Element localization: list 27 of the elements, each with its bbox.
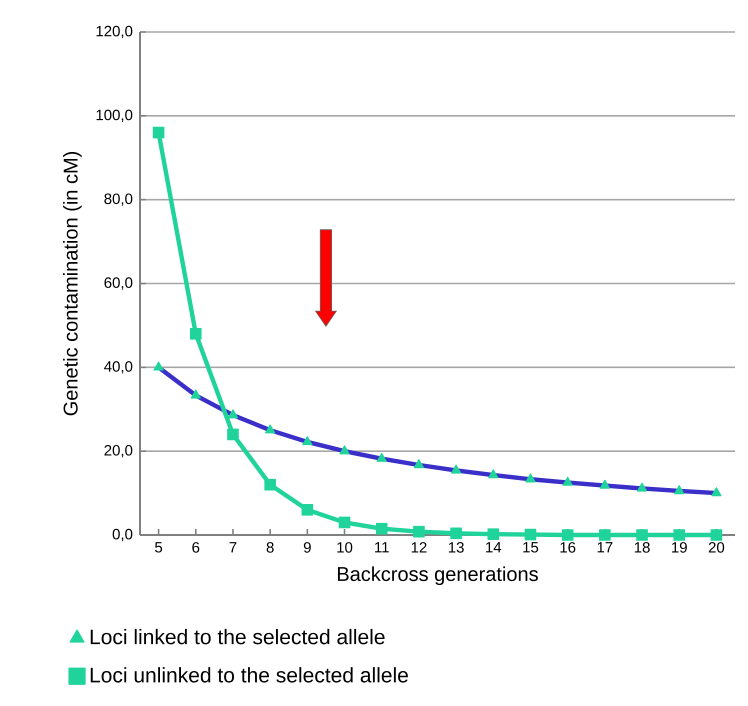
legend-label: Loci unlinked to the selected allele	[90, 667, 408, 683]
x-tick-label: 14	[486, 542, 502, 552]
y-tick-label: 100,0	[96, 110, 132, 122]
x-tick-label: 6	[192, 542, 200, 553]
x-tick-label: 20	[708, 542, 724, 553]
x-tick-label: 15	[523, 542, 538, 553]
legend-label: Loci linked to the selected allele	[90, 628, 385, 644]
x-axis-title: Backcross generations	[338, 566, 538, 586]
y-tick-label: 60,0	[104, 277, 132, 290]
x-tick-label: 10	[337, 542, 352, 553]
x-tick-label: 17	[598, 542, 612, 552]
x-tick-label: 11	[375, 542, 389, 552]
x-tick-label: 9	[304, 542, 311, 553]
y-tick-label: 120,0	[96, 26, 132, 38]
x-tick-label: 13	[448, 542, 464, 553]
y-tick-label: 20,0	[104, 444, 132, 458]
x-tick-label: 16	[560, 542, 576, 553]
x-tick-label: 12	[412, 542, 426, 553]
y-tick-label: 40,0	[104, 361, 132, 374]
y-tick-label: 80,0	[104, 193, 132, 206]
x-tick-label: 19	[672, 542, 687, 553]
x-tick-label: 7	[230, 542, 236, 552]
y-tick-label: 0,0	[112, 528, 132, 542]
x-tick-label: 5	[155, 542, 162, 553]
x-tick-label: 8	[266, 542, 274, 553]
x-tick-label: 18	[634, 542, 650, 553]
y-axis-title: Genetic contamination (in cM)	[63, 152, 82, 416]
